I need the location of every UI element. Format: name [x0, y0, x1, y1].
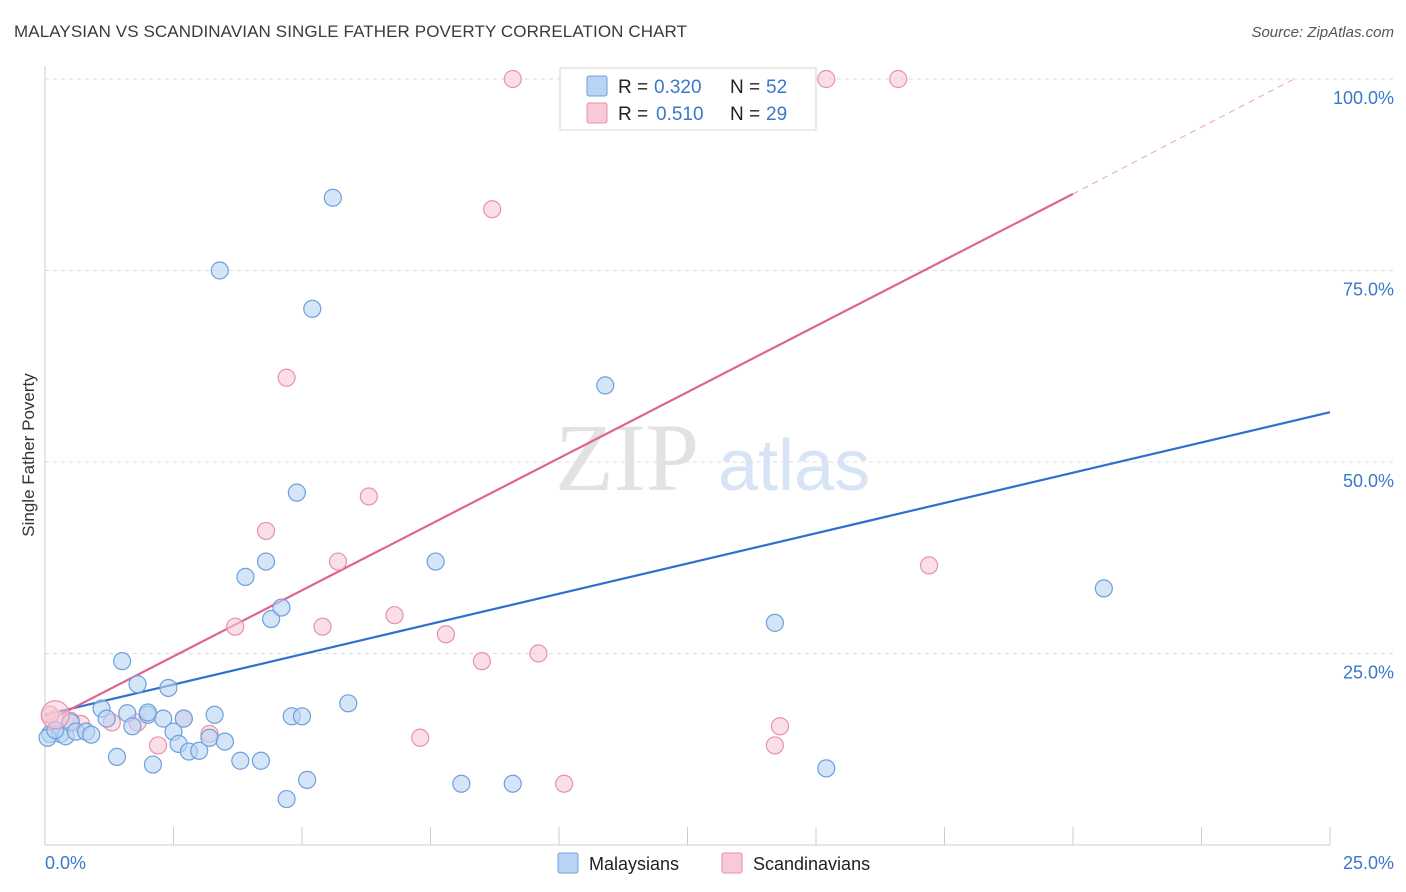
point-malaysians: [190, 741, 209, 760]
legend-n-label-2: N =: [730, 104, 760, 125]
point-malaysians: [200, 728, 219, 747]
point-scandinavians: [817, 69, 836, 89]
point-malaysians: [143, 755, 163, 774]
point-malaysians: [272, 598, 291, 617]
legend-r-value-1: 0.320: [654, 77, 702, 98]
point-malaysians: [97, 709, 116, 728]
chart-title: MALAYSIAN VS SCANDINAVIAN SINGLE FATHER …: [14, 22, 688, 41]
legend-n-value-2: 29: [766, 104, 787, 125]
point-scandinavians: [313, 617, 332, 636]
point-malaysians: [138, 703, 157, 722]
legend-swatch-malaysians: [586, 75, 608, 97]
point-malaysians: [205, 705, 224, 724]
point-malaysians: [82, 725, 101, 744]
point-malaysians: [277, 789, 296, 809]
bottom-legend-malaysians: Malaysians: [589, 854, 679, 874]
point-scandinavians: [472, 652, 491, 671]
trend-lines: [44, 78, 1331, 724]
point-malaysians: [287, 483, 306, 502]
data-points: [38, 69, 1113, 809]
bottom-legend-swatch-scandinavians: [721, 852, 743, 874]
grid-lines: [45, 78, 1395, 654]
point-scandinavians: [256, 521, 276, 541]
legend-n-label-1: N =: [730, 77, 760, 98]
watermark-atlas: atlas: [718, 426, 870, 506]
trendline-scandinavians-extension: [1072, 78, 1295, 195]
point-malaysians: [262, 609, 281, 629]
point-malaysians: [154, 709, 173, 728]
legend-box: R = 0.320 N = 52 R = 0.510 N = 29: [559, 67, 817, 131]
point-malaysians: [323, 188, 342, 207]
legend-n-value-1: 52: [766, 77, 787, 98]
legend-swatch-scandinavians: [586, 102, 608, 124]
point-scandinavians: [483, 200, 502, 219]
point-scandinavians: [328, 552, 348, 571]
point-malaysians: [503, 774, 522, 793]
x-tick-label: 0.0%: [45, 853, 86, 873]
point-scandinavians: [148, 736, 168, 755]
x-tick-label: 25.0%: [1343, 853, 1394, 873]
y-tick-label: 25.0%: [1343, 663, 1394, 683]
point-scandinavians: [436, 625, 456, 644]
point-malaysians: [1094, 579, 1113, 598]
point-malaysians: [159, 678, 178, 698]
point-scandinavians: [359, 487, 378, 506]
bottom-legend-swatch-malaysians: [557, 852, 579, 874]
trendline-malaysians: [44, 411, 1331, 716]
bottom-legend-scandinavians: Scandinavians: [753, 854, 870, 874]
source-label: Source: ZipAtlas.com: [1251, 24, 1394, 41]
point-scandinavians: [889, 69, 908, 89]
point-malaysians: [339, 694, 358, 713]
point-malaysians: [107, 747, 127, 767]
point-malaysians: [256, 552, 276, 571]
point-malaysians: [128, 675, 147, 694]
point-scandinavians: [765, 736, 784, 755]
watermark-zip: ZIP: [555, 404, 699, 511]
point-scandinavians: [385, 606, 404, 625]
tick-labels: 25.0% 50.0% 75.0% 100.0% 0.0% 25.0%: [45, 88, 1394, 873]
point-malaysians: [215, 732, 234, 751]
point-scandinavians-cluster: [40, 700, 70, 730]
point-malaysians: [231, 751, 250, 770]
point-malaysians: [596, 376, 615, 395]
bottom-legend: Malaysians Scandinavians: [557, 852, 870, 874]
y-tick-label: 100.0%: [1333, 88, 1394, 108]
point-malaysians: [452, 774, 471, 793]
point-scandinavians: [411, 728, 430, 747]
point-malaysians: [251, 751, 270, 770]
point-scandinavians: [226, 617, 245, 636]
point-scandinavians: [503, 69, 522, 89]
point-scandinavians: [555, 774, 574, 793]
legend-r-label-2: R =: [618, 104, 648, 125]
y-tick-label: 50.0%: [1343, 471, 1394, 491]
point-scandinavians: [529, 644, 548, 663]
point-malaysians: [112, 652, 132, 671]
point-malaysians: [765, 613, 784, 632]
point-malaysians: [292, 707, 312, 726]
point-scandinavians: [277, 368, 296, 387]
legend-r-value-2: 0.510: [656, 104, 704, 125]
point-malaysians: [210, 261, 229, 280]
point-malaysians: [174, 709, 193, 728]
trendline-scandinavians: [44, 192, 1074, 724]
point-malaysians: [817, 759, 836, 778]
y-axis-label: Single Father Poverty: [19, 373, 38, 537]
point-malaysians: [123, 717, 142, 736]
legend-r-label-1: R =: [618, 77, 648, 98]
point-scandinavians: [770, 717, 790, 736]
point-malaysians: [298, 770, 317, 789]
point-malaysians: [236, 567, 255, 587]
point-malaysians: [303, 299, 322, 318]
point-scandinavians: [919, 556, 939, 575]
y-tick-label: 75.0%: [1343, 280, 1394, 300]
point-malaysians: [426, 552, 445, 571]
